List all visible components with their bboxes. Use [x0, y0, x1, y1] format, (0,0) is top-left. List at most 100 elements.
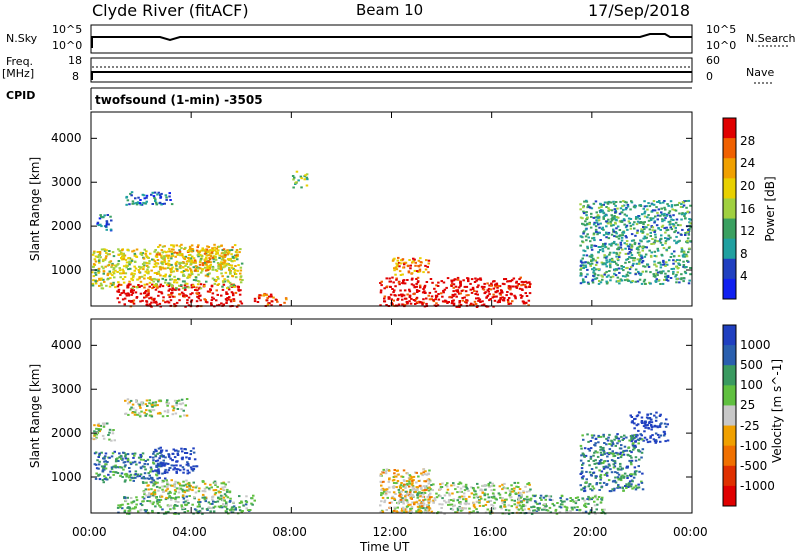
cell-velocity-4 — [97, 429, 101, 432]
cell-velocity-10 — [594, 442, 597, 445]
cell-power-4 — [178, 261, 181, 264]
cell-power-3 — [181, 253, 184, 255]
cell-velocity-3 — [172, 448, 175, 451]
cell-power-9 — [680, 203, 683, 206]
cell-velocity-6 — [481, 491, 484, 494]
cell-power-2 — [497, 285, 500, 287]
cell-velocity-2 — [137, 456, 141, 459]
cell-power-9 — [593, 239, 596, 242]
cell-power-9 — [638, 278, 642, 281]
cell-power-3 — [93, 258, 97, 261]
cell-velocity-3 — [190, 468, 194, 471]
cell-velocity-6 — [515, 506, 518, 509]
cell-velocity-0 — [208, 506, 211, 509]
cell-power-9 — [608, 260, 611, 263]
cell-velocity-2 — [105, 478, 108, 481]
power-panel — [91, 170, 692, 308]
cell-power-9 — [685, 206, 688, 209]
cell-power-4 — [231, 246, 234, 249]
cell-velocity-10 — [633, 434, 636, 437]
cell-velocity-9 — [643, 422, 647, 425]
cell-velocity-5 — [130, 406, 133, 409]
cell-velocity-5 — [131, 403, 135, 406]
cell-velocity-10 — [581, 434, 584, 437]
cell-power-0 — [162, 299, 165, 302]
cell-velocity-10 — [582, 462, 585, 465]
cell-power-3 — [180, 271, 183, 274]
cell-velocity-8 — [549, 495, 553, 498]
cell-velocity-10 — [610, 443, 613, 446]
cell-velocity-6 — [475, 495, 479, 498]
cell-velocity-8 — [545, 505, 548, 508]
cell-power-2 — [506, 299, 510, 301]
cell-power-2 — [489, 284, 493, 287]
cell-power-0 — [225, 302, 228, 304]
cell-velocity-6 — [451, 508, 455, 511]
cell-power-4 — [182, 256, 185, 259]
cell-velocity-9 — [659, 434, 663, 437]
cell-velocity-10 — [587, 440, 590, 443]
y-tick-label: 1000 — [51, 263, 82, 277]
cell-velocity-10 — [620, 444, 623, 447]
cell-power-9 — [651, 203, 654, 206]
cell-power-9 — [590, 215, 593, 218]
cell-power-9 — [651, 229, 654, 232]
cell-velocity-7 — [397, 473, 400, 476]
cell-power-3 — [164, 281, 167, 284]
cell-power-3 — [221, 275, 224, 278]
cell-velocity-10 — [606, 466, 610, 469]
cell-power-9 — [619, 241, 622, 244]
cell-velocity-5 — [128, 401, 131, 404]
cell-power-4 — [187, 258, 191, 261]
cell-power-9 — [664, 240, 668, 243]
cell-power-9 — [639, 272, 643, 275]
cell-power-4 — [233, 269, 237, 272]
cell-power-4 — [161, 251, 164, 254]
cell-power-5 — [96, 222, 99, 225]
cell-power-2 — [425, 302, 428, 305]
cell-power-9 — [618, 212, 622, 215]
cell-power-9 — [629, 281, 633, 284]
cell-power-4 — [211, 268, 214, 271]
cell-power-6 — [135, 203, 139, 206]
cell-power-2 — [470, 291, 474, 294]
cell-velocity-1 — [192, 486, 195, 489]
cell-velocity-8 — [559, 499, 563, 502]
cell-velocity-6 — [504, 491, 508, 494]
cell-power-2 — [498, 292, 502, 295]
cell-velocity-2 — [126, 459, 130, 462]
cell-power-3 — [100, 248, 104, 251]
cell-power-5 — [105, 221, 109, 224]
cell-velocity-0 — [225, 508, 229, 510]
cell-power-3 — [135, 256, 139, 258]
cell-power-4 — [226, 252, 230, 255]
cell-power-3 — [178, 249, 181, 252]
cell-power-5 — [100, 215, 103, 218]
cell-velocity-7 — [402, 479, 406, 482]
cell-power-9 — [590, 256, 593, 259]
cell-power-0 — [210, 285, 214, 288]
cell-velocity-5 — [165, 401, 169, 404]
cell-power-4 — [196, 246, 199, 249]
cell-power-0 — [215, 299, 218, 302]
cell-velocity-1 — [188, 484, 191, 487]
cell-velocity-4 — [101, 422, 105, 425]
cell-power-4 — [217, 245, 221, 248]
cell-velocity-10 — [625, 483, 628, 486]
cell-power-3 — [149, 276, 152, 278]
cell-velocity-8 — [591, 496, 594, 499]
cell-power-9 — [629, 218, 633, 220]
cell-velocity-9 — [646, 423, 649, 426]
cell-power-0 — [156, 304, 159, 307]
cell-power-9 — [622, 204, 626, 207]
cell-power-9 — [614, 201, 618, 203]
cell-power-2 — [393, 289, 396, 292]
cell-velocity-3 — [186, 469, 189, 472]
cell-power-9 — [646, 216, 649, 219]
cell-velocity-8 — [549, 499, 552, 501]
cell-power-9 — [605, 225, 608, 228]
cell-power-8 — [395, 262, 398, 265]
cell-velocity-3 — [166, 471, 169, 474]
cell-power-0 — [175, 301, 179, 304]
cell-velocity-7 — [393, 469, 396, 471]
